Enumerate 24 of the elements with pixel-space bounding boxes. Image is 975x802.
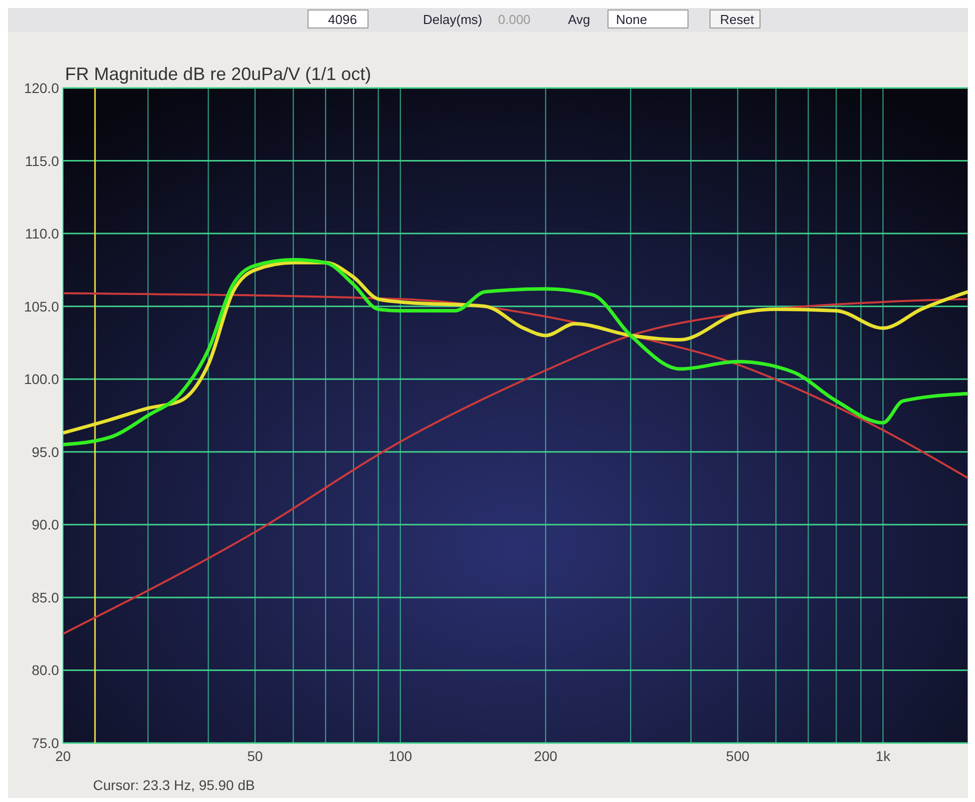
y-tick-label: 105.0 — [24, 298, 60, 314]
x-tick-label: 200 — [534, 748, 558, 764]
y-tick-label: 115.0 — [25, 152, 60, 169]
x-tick-label: 20 — [55, 748, 71, 764]
text: 0.000 — [498, 12, 531, 27]
text: Delay(ms) — [423, 12, 482, 27]
x-tick-label: 500 — [726, 748, 750, 764]
y-tick-label: 85.0 — [32, 589, 60, 606]
text: Cursor: 23.3 Hz, 95.90 dB — [93, 777, 255, 793]
y-tick-label: 80.0 — [32, 662, 60, 678]
chart-title: FR Magnitude dB re 20uPa/V (1/1 oct) — [65, 64, 372, 84]
y-tick-label: 100.0 — [24, 371, 60, 388]
y-tick-label: 110.0 — [25, 226, 60, 242]
x-tick-label: 1k — [876, 748, 892, 764]
y-tick-label: 75.0 — [32, 735, 60, 751]
text: 4096 — [328, 12, 357, 27]
x-tick-label: 50 — [247, 748, 264, 764]
text: Reset — [720, 12, 754, 27]
x-tick-label: 100 — [388, 748, 412, 764]
y-tick-label: 90.0 — [32, 516, 60, 533]
y-tick-label: 95.0 — [32, 444, 60, 460]
text: None — [616, 12, 648, 27]
y-tick-label: 120.0 — [24, 80, 60, 96]
text: Avg — [568, 12, 590, 27]
